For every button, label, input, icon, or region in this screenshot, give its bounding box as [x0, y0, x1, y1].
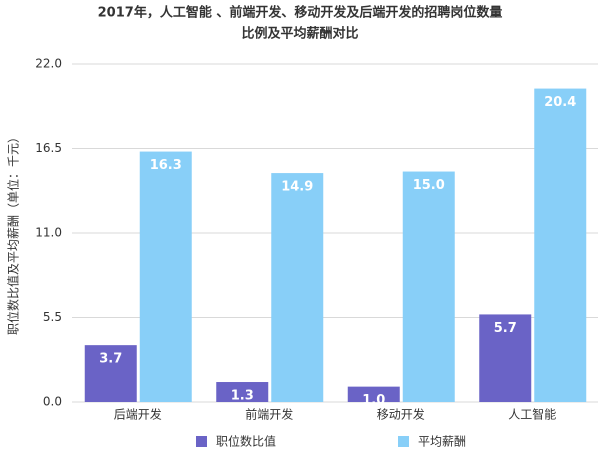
legend-swatch: [398, 436, 409, 447]
bar: [139, 151, 192, 402]
value-label: 15.0: [413, 178, 445, 193]
value-label: 14.9: [281, 180, 313, 195]
bar: [402, 171, 455, 402]
bar: [479, 314, 532, 402]
y-tick-label: 5.5: [43, 310, 62, 324]
x-tick-label: 前端开发: [245, 407, 293, 422]
legend-label: 职位数比值: [216, 434, 276, 449]
bar: [84, 345, 137, 402]
y-tick-label: 11.0: [35, 226, 62, 240]
bar: [271, 173, 324, 402]
chart-title: 比例及平均薪酬对比: [241, 26, 358, 42]
value-label: 16.3: [150, 158, 182, 173]
value-label: 1.0: [362, 393, 385, 408]
y-axis-label: 职位数比值及平均薪酬（单位：千元）: [6, 131, 21, 335]
bar: [216, 382, 269, 402]
y-tick-label: 0.0: [43, 395, 62, 409]
y-tick-label: 22.0: [35, 57, 62, 71]
x-tick-label: 移动开发: [377, 407, 425, 422]
x-tick-label: 后端开发: [114, 407, 162, 422]
bar: [534, 88, 587, 402]
bar: [347, 386, 400, 402]
value-label: 3.7: [99, 352, 122, 367]
legend-swatch: [196, 436, 207, 447]
y-tick-label: 16.5: [35, 141, 62, 155]
legend-label: 平均薪酬: [418, 435, 466, 449]
x-tick-label: 人工智能: [508, 407, 556, 422]
value-label: 1.3: [231, 389, 254, 404]
value-label: 5.7: [494, 321, 517, 336]
value-label: 20.4: [544, 95, 576, 110]
chart-title: 2017年，人工智能 、前端开发、移动开发及后端开发的招聘岗位数量: [98, 5, 503, 21]
